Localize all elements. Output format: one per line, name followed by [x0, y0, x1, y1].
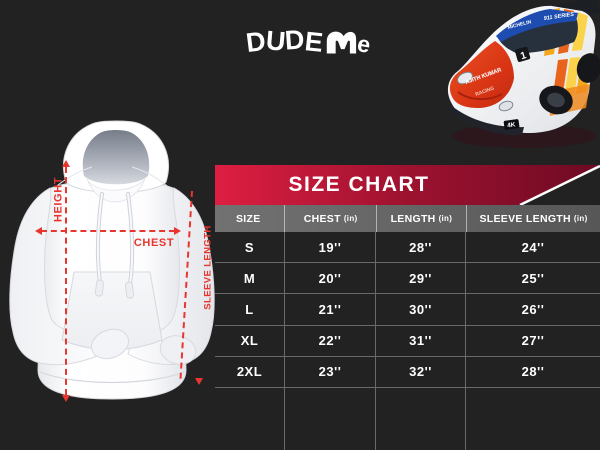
cell-size: XL [215, 325, 285, 357]
wheel-rim [547, 92, 565, 108]
chest-arrow-left-icon [35, 227, 42, 235]
sleeve-arrow-bottom-icon [195, 378, 203, 385]
brand-logo: D U D E e [244, 24, 372, 59]
logo-letter: e [354, 30, 373, 58]
empty-cell [376, 387, 466, 450]
hoodie-left-sleeve [9, 187, 107, 366]
column-label: SLEEVE LENGTH [479, 212, 571, 225]
race-car-image: MICHELIN 911 SERIES 1 AJITH KUMAR RACING… [447, 0, 600, 148]
cell-sleeve: 28'' [466, 357, 600, 388]
left-cuff [91, 328, 129, 360]
sleeve-length-label: SLEEVE LENGTH [202, 225, 214, 310]
column-header-chest: CHEST (in) [284, 205, 375, 232]
windshield-banner-text-right: 911 SERIES [543, 12, 574, 22]
car-hood [449, 41, 514, 108]
column-unit: (in) [343, 214, 358, 223]
cell-sleeve: 26'' [466, 294, 600, 326]
cell-chest: 20'' [285, 263, 376, 295]
column-unit: (in) [573, 214, 588, 223]
empty-cell [285, 387, 376, 450]
chest-measure-line [41, 230, 175, 232]
cell-length: 29'' [376, 263, 466, 295]
windshield-banner-text-left: MICHELIN [507, 19, 532, 31]
size-chart-banner [215, 165, 600, 205]
hoodie-right-sleeve [127, 187, 215, 365]
cell-size: 2XL [215, 356, 285, 388]
column-header-sleeve-length: SLEEVE LENGTH (in) [466, 205, 600, 232]
cell-length: 30'' [376, 294, 466, 326]
cell-sleeve: 24'' [466, 232, 600, 264]
car-number: 1 [519, 50, 528, 62]
number-plate [515, 46, 531, 62]
cell-chest: 21'' [285, 294, 376, 326]
height-arrow-bottom-icon [62, 395, 70, 402]
cell-chest: 22'' [285, 325, 376, 357]
drawstrings [95, 192, 135, 299]
column-unit: (in) [438, 214, 453, 223]
windshield-banner [496, 9, 578, 42]
column-label: SIZE [235, 212, 261, 225]
column-label: LENGTH [390, 212, 436, 225]
chest-label: CHEST [133, 237, 175, 249]
cell-length: 28'' [376, 232, 466, 264]
hoodie-image [9, 120, 215, 400]
logo-letter: D [283, 24, 306, 56]
size-chart-table: S 19'' 28'' 24'' M 20'' 29'' 25'' L 21''… [215, 232, 600, 450]
empty-cell [215, 387, 285, 450]
splitter-badge [503, 119, 520, 130]
raglan-seam-right [131, 166, 173, 191]
hood-crease [457, 91, 503, 100]
banner-shape [215, 165, 600, 205]
logo-letter: U [264, 25, 287, 57]
height-label: HEIGHT [52, 176, 65, 223]
banner-diagonal-line [519, 165, 600, 205]
cell-size: S [215, 232, 285, 264]
cell-length: 32'' [376, 356, 466, 388]
cell-length: 31'' [376, 325, 466, 357]
hem-seam [39, 371, 185, 384]
hood-opening [82, 130, 150, 185]
rear-right-wheel [576, 53, 600, 83]
headlight-right [498, 100, 514, 112]
right-cuff [159, 335, 197, 365]
cell-chest: 19'' [285, 232, 376, 264]
cell-chest: 23'' [285, 356, 376, 388]
headlight-left [457, 71, 473, 85]
logo-letter: E [302, 26, 324, 58]
raglan-seam-left [51, 166, 93, 191]
cell-size: M [215, 263, 285, 295]
splitter-badge-text: 4K [507, 121, 517, 129]
size-chart-header-row: SIZE CHEST (in) LENGTH (in) SLEEVE LENGT… [215, 205, 600, 232]
logo-letter: D [244, 25, 268, 59]
height-measure-line [65, 167, 67, 395]
cell-size: L [215, 294, 285, 326]
cell-sleeve: 25'' [466, 263, 600, 295]
empty-cell [466, 388, 600, 450]
height-arrow-top-icon [62, 160, 70, 167]
column-label: CHEST [303, 212, 341, 225]
gamepad-m-icon [326, 31, 356, 54]
chest-arrow-right-icon [174, 227, 181, 235]
column-header-length: LENGTH (in) [375, 205, 466, 232]
size-chart-title: SIZE CHART [288, 173, 430, 196]
cell-sleeve: 27'' [466, 326, 600, 357]
column-header-size: SIZE [215, 205, 284, 232]
